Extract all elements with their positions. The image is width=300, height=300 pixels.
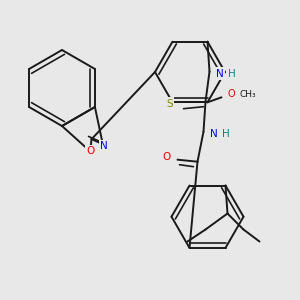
Text: H: H xyxy=(228,69,236,79)
Text: H: H xyxy=(222,129,230,139)
Text: N: N xyxy=(210,129,218,139)
Text: O: O xyxy=(162,152,171,162)
Text: CH₃: CH₃ xyxy=(239,90,256,99)
Text: O: O xyxy=(86,146,94,156)
Text: N: N xyxy=(216,69,224,79)
Text: N: N xyxy=(100,141,108,151)
Text: O: O xyxy=(228,89,235,99)
Text: S: S xyxy=(166,99,173,109)
